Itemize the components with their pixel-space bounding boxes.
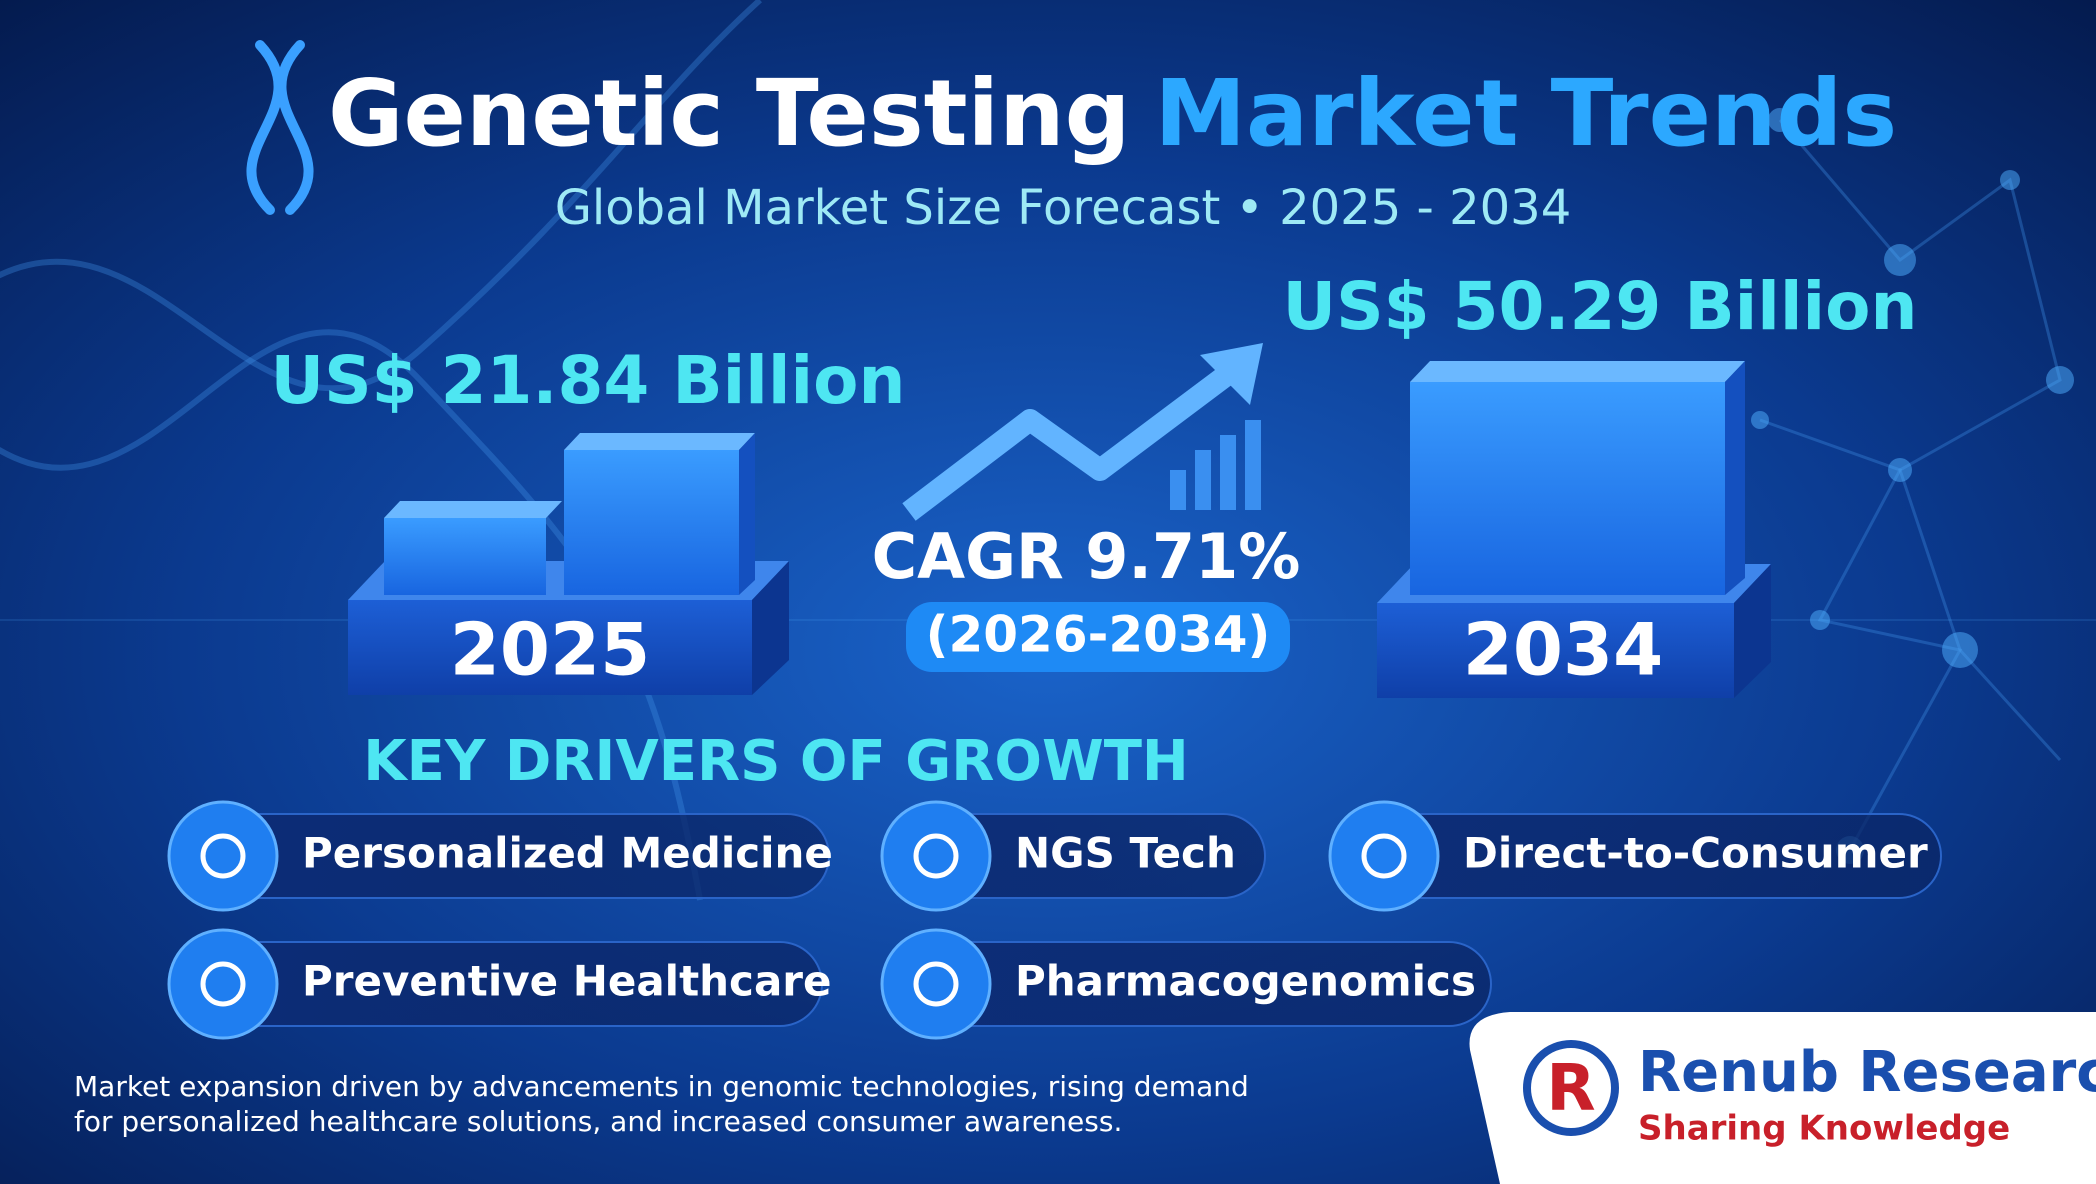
subtitle: Global Market Size Forecast • 2025 - 203…: [555, 180, 1572, 236]
cagr-pill: [906, 602, 1290, 672]
driver-icon-glyph: [913, 833, 959, 879]
market-year: 2025: [450, 608, 650, 692]
driver-label: Personalized Medicine: [302, 829, 833, 878]
market-value: US$ 21.84 Billion: [271, 342, 906, 419]
driver-icon: [880, 800, 992, 912]
brand-tagline: Sharing Knowledge: [1638, 1109, 2010, 1149]
growth-arrow: [902, 343, 1263, 521]
title-part: Genetic Testing: [328, 60, 1130, 167]
cagr: CAGR 9.71%: [872, 520, 1301, 593]
driver-icon: [167, 928, 279, 1040]
driver-label: Preventive Healthcare: [302, 957, 832, 1006]
driver-icon-glyph: [200, 833, 246, 879]
driver-icon-glyph: [200, 961, 246, 1007]
driver-label: NGS Tech: [1015, 829, 1236, 878]
title: Genetic Testing Market Trends: [328, 60, 1897, 167]
block-2034: [1377, 361, 1771, 698]
driver-label: Direct-to-Consumer: [1463, 829, 1928, 878]
drivers: Personalized Medicine NGS Tech Direct-to-C…: [167, 800, 1942, 1040]
brand-logo: R: [1523, 1040, 1619, 1136]
driver-icon: [880, 928, 992, 1040]
driver-icon: [1328, 800, 1440, 912]
driver-label: Pharmacogenomics: [1015, 957, 1476, 1006]
drivers-title: KEY DRIVERS OF GROWTH: [363, 729, 1189, 794]
cagr-period: (2026-2034): [926, 606, 1271, 664]
driver-icon: [167, 800, 279, 912]
title-part: Market Trends: [1154, 60, 1897, 167]
driver-icon-glyph: [913, 961, 959, 1007]
block-2025: [348, 433, 789, 695]
brand-panel: [1469, 1012, 2096, 1184]
svg-text:R: R: [1546, 1052, 1595, 1126]
footnote: Market expansion driven by advancements …: [74, 1070, 1249, 1103]
market-year: 2034: [1463, 608, 1663, 692]
network-nodes: [1751, 108, 2074, 864]
driver-icon-glyph: [1361, 833, 1407, 879]
brand-name: Renub Research: [1638, 1040, 2096, 1105]
footnote: for personalized healthcare solutions, a…: [74, 1105, 1122, 1138]
dna-icon: [246, 40, 314, 215]
market-value: US$ 50.29 Billion: [1283, 268, 1918, 345]
